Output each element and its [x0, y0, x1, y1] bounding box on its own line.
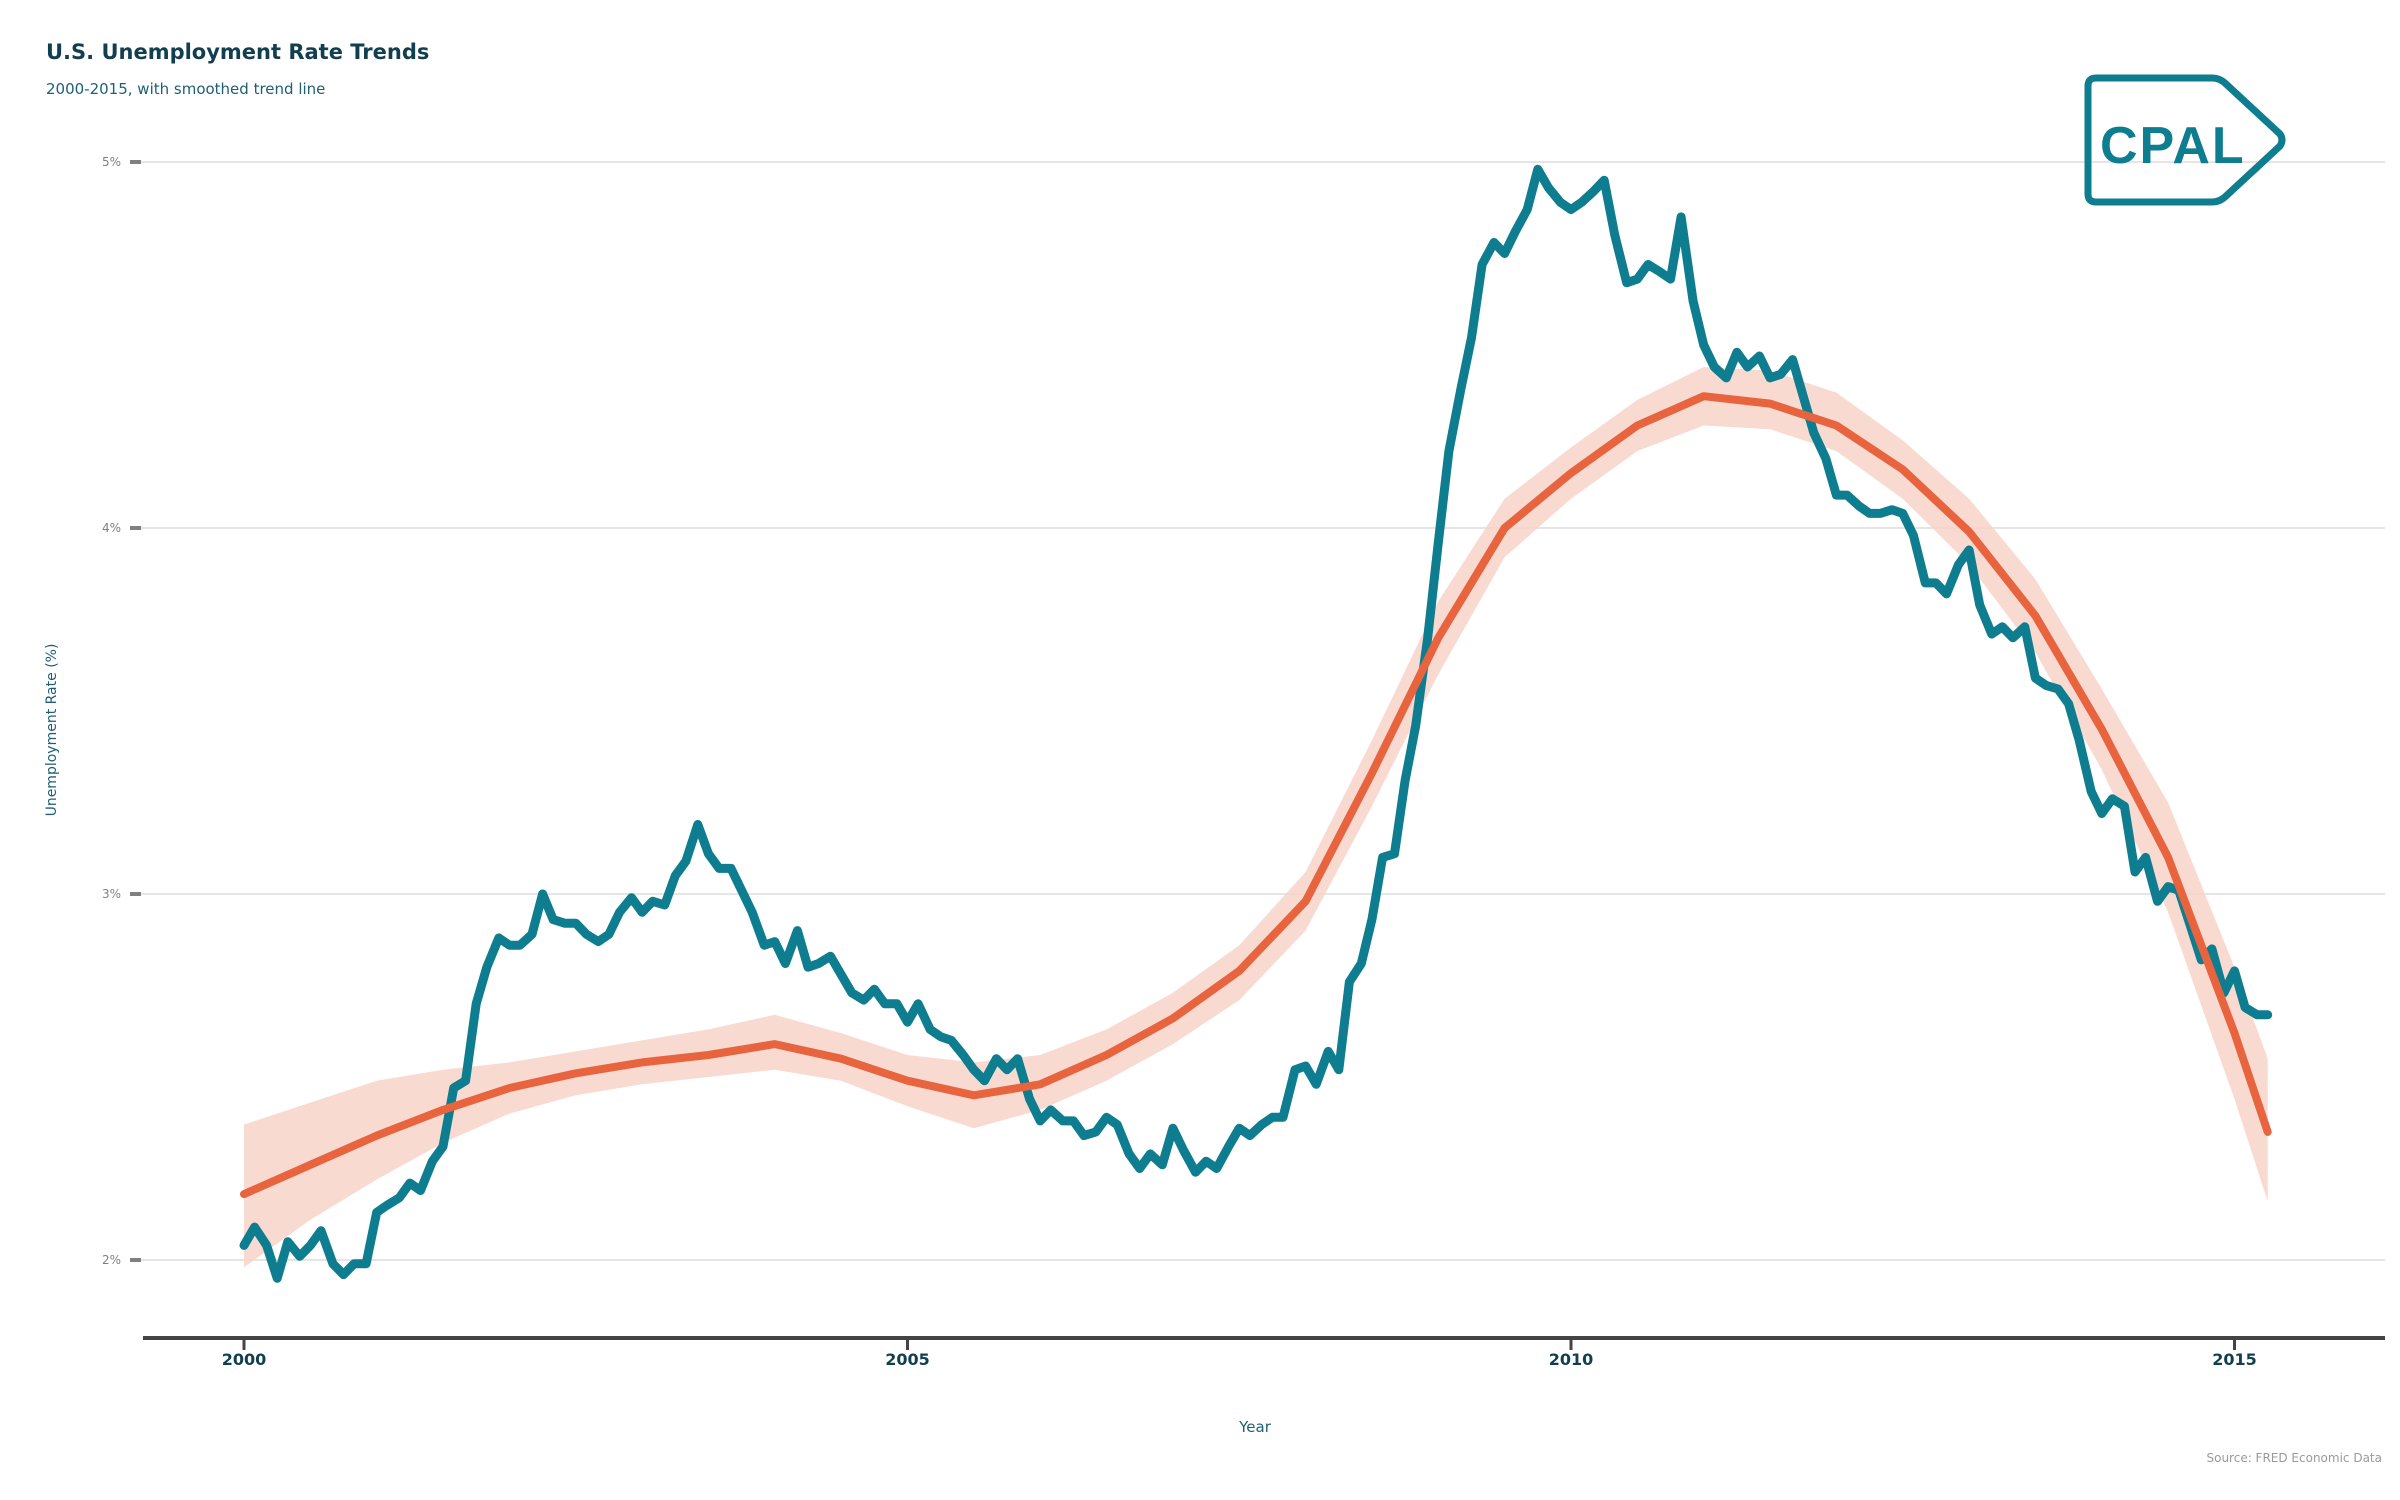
y-tick-label: 2% [102, 1253, 121, 1267]
chart-title: U.S. Unemployment Rate Trends [46, 40, 430, 64]
y-tick-label: 4% [102, 521, 121, 535]
chart-subtitle: 2000-2015, with smoothed trend line [46, 80, 326, 98]
logo-text: CPAL [2100, 117, 2246, 175]
smoothed-trend-line [240, 392, 2272, 1199]
cpal-logo: CPAL [2084, 74, 2286, 206]
x-tick-label: 2000 [222, 1350, 267, 1369]
y-tick-label: 3% [102, 887, 121, 901]
y-tick-label: 5% [102, 155, 121, 169]
x-tick-label: 2015 [2212, 1350, 2257, 1369]
confidence-band [244, 367, 2268, 1268]
x-tick-label: 2005 [885, 1350, 930, 1369]
x-axis-label: Year [1239, 1418, 1271, 1436]
unemployment-rate-line [239, 164, 2273, 1283]
source-note: Source: FRED Economic Data [2206, 1451, 2382, 1465]
x-tick-label: 2010 [1549, 1350, 1594, 1369]
